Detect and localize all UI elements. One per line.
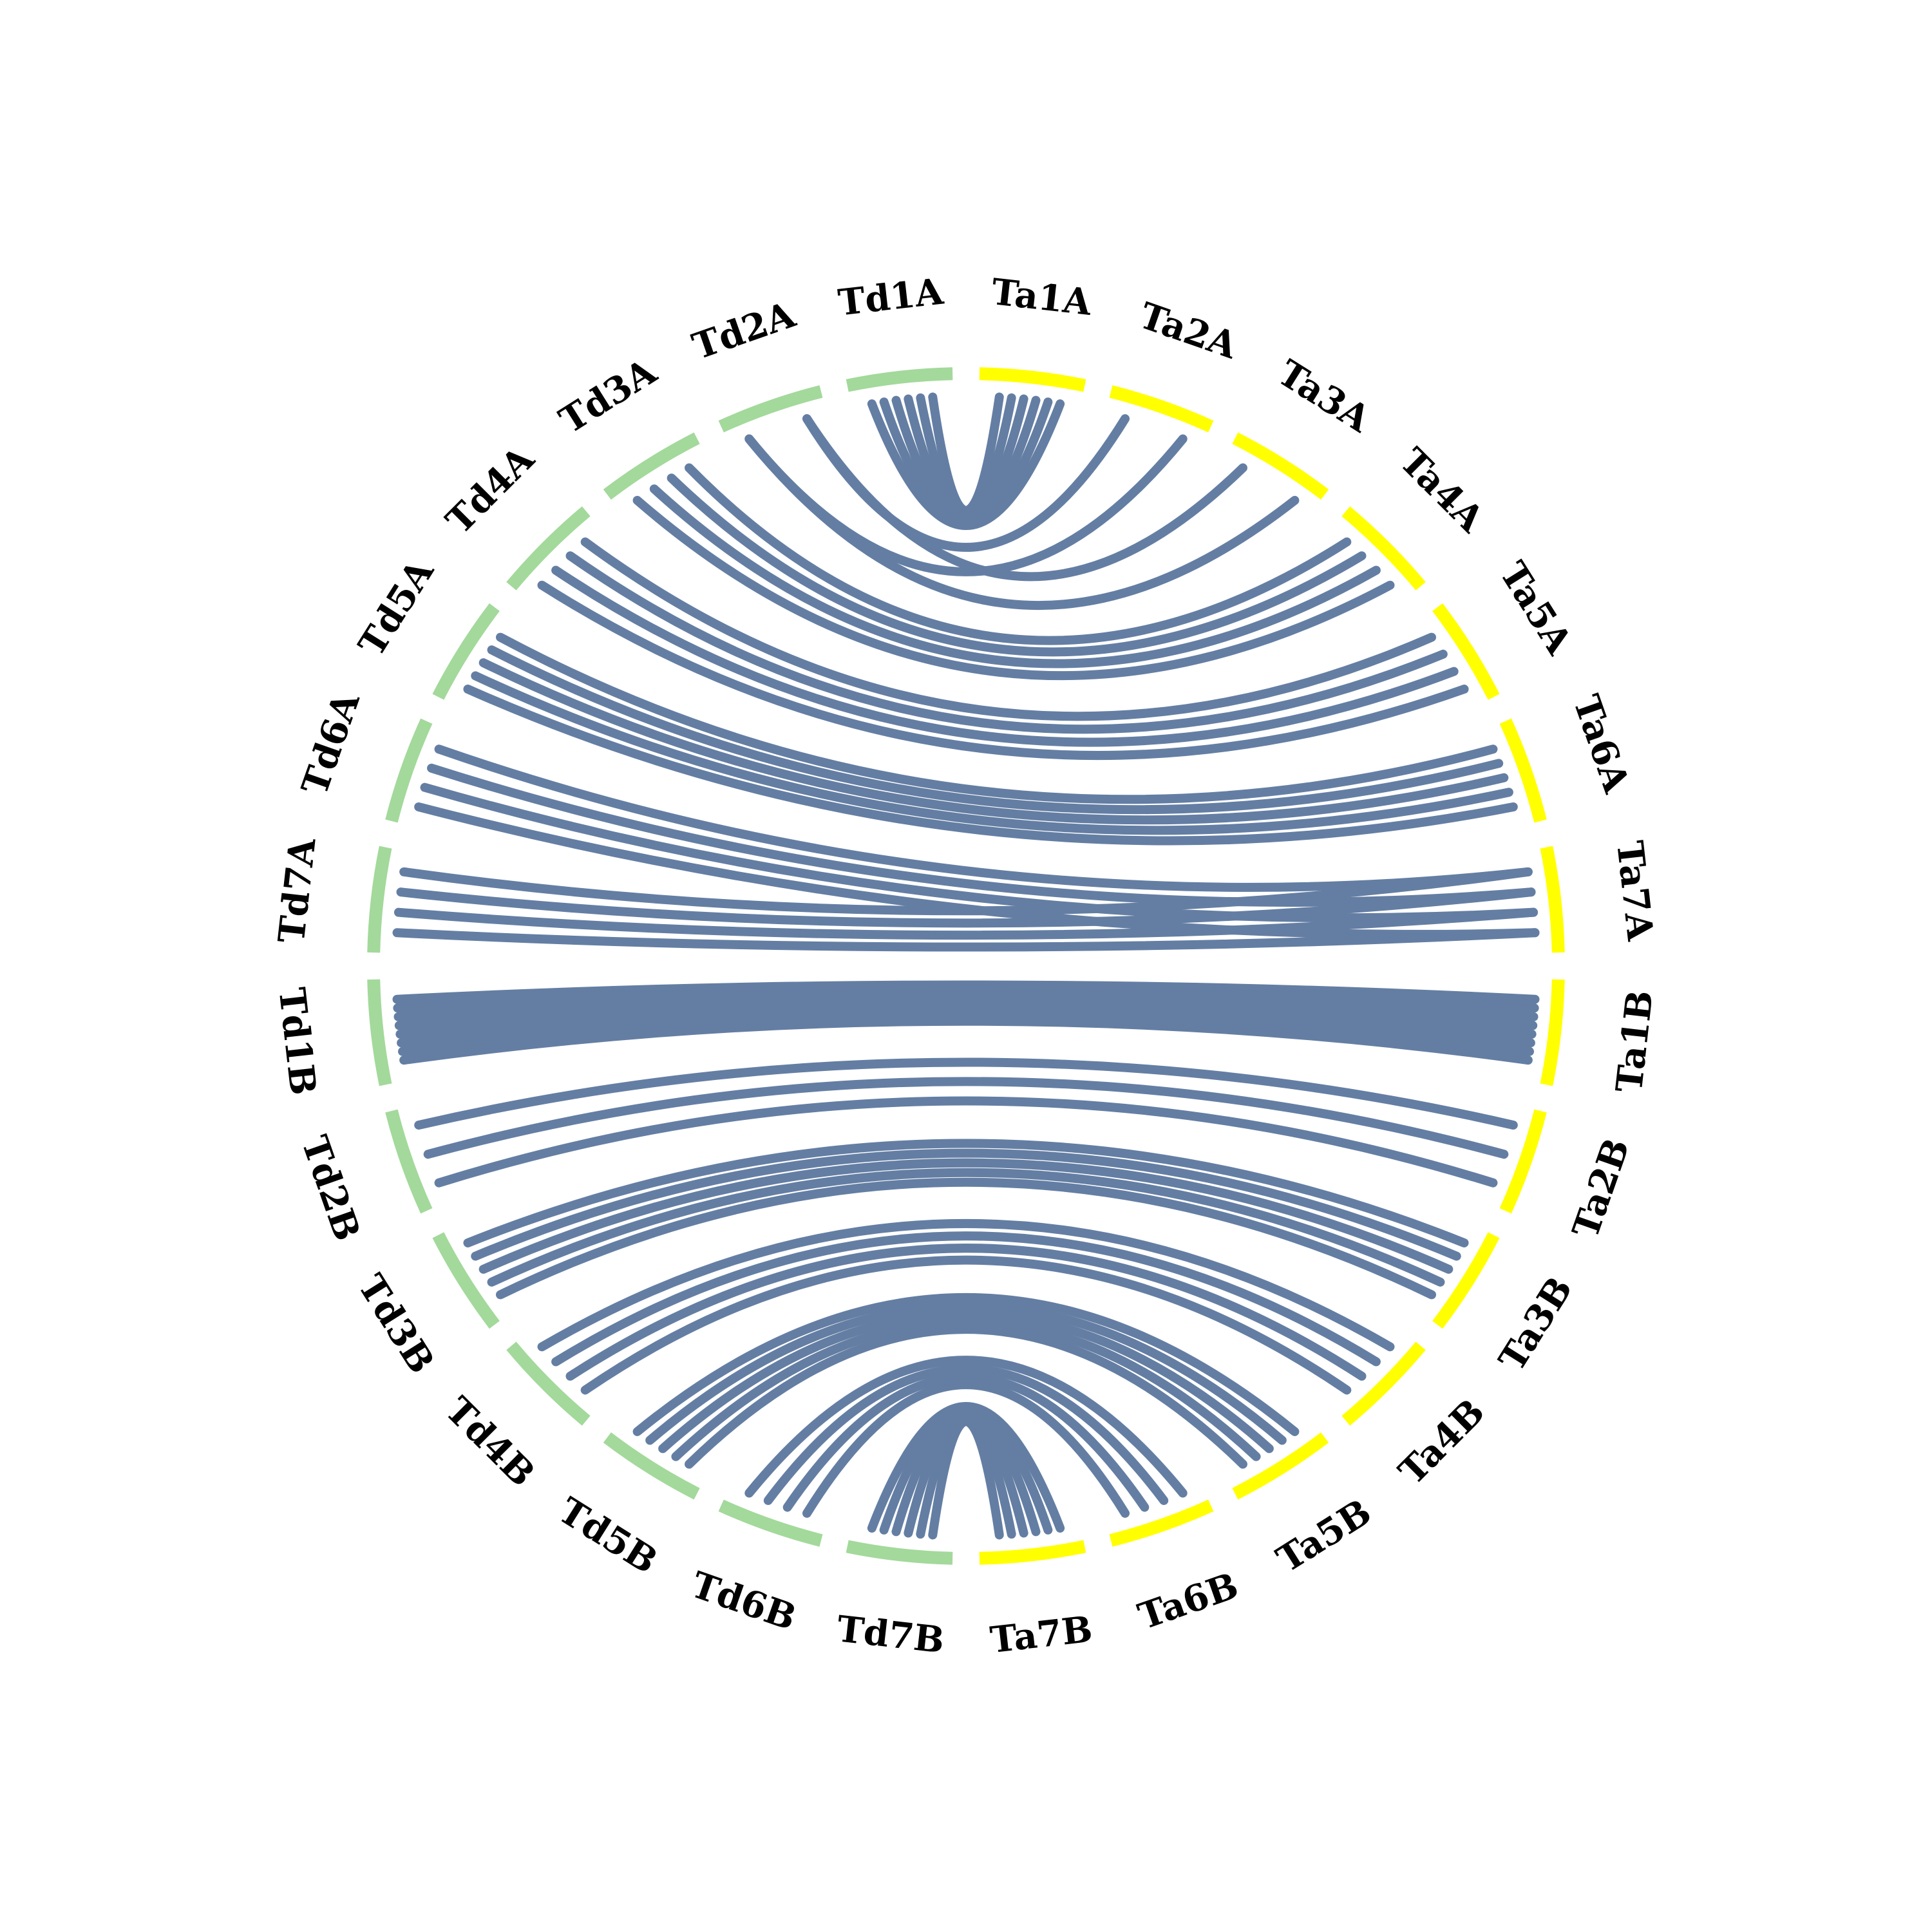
segment-td7a (367, 846, 392, 953)
link-ta2b-td2b (414, 1057, 1518, 1130)
link-ta1b-td1b (393, 990, 1539, 1021)
link-ta7a-td7a (392, 928, 1540, 952)
segment-td2a (718, 385, 823, 433)
link-ta3b-td3b (496, 1177, 1436, 1300)
segment-ta5b (1232, 1432, 1329, 1500)
segment-td2b (385, 1109, 433, 1214)
segment-ta2b (1499, 1109, 1547, 1214)
segment-td1a (846, 367, 953, 392)
segment-ta4b (1341, 1341, 1426, 1426)
link-ta3b-td3b (463, 1139, 1469, 1247)
link-ta2b-td2b (423, 1077, 1509, 1159)
link-ta5b-td5b (632, 1293, 1300, 1436)
link-ta4b-td4b (537, 1219, 1395, 1352)
link-ta1b-td1b (395, 1001, 1537, 1039)
segment-td7b (846, 1540, 953, 1565)
segment-td1b (367, 979, 392, 1086)
segment-ta3b (1432, 1232, 1500, 1329)
link-ta5b-td5b (671, 1317, 1261, 1461)
segments-layer (367, 367, 1565, 1565)
link-ta4a-td3a (649, 484, 1381, 668)
segment-ta2a (1109, 385, 1214, 433)
link-ta4b-td4b (580, 1255, 1352, 1395)
link-ta4b-td4b (565, 1244, 1367, 1381)
link-ta7a-td6a (420, 782, 1539, 923)
link-ta3b-td3b (487, 1168, 1445, 1287)
link-ta7b-td7b (928, 1417, 1004, 1540)
link-ta1b-td1b (399, 1016, 1533, 1065)
segment-ta7a (1540, 846, 1565, 953)
segment-td3a (603, 432, 700, 500)
segment-ta6b (1109, 1499, 1214, 1547)
link-ta6a-td5a (478, 658, 1509, 825)
link-ta1b-td1b (398, 1011, 1534, 1056)
link-ta7a-td7a (399, 867, 1533, 916)
segment-ta4a (1341, 506, 1426, 591)
segment-td6a (385, 718, 433, 823)
link-ta7a-td6a (427, 763, 1536, 907)
segment-td6b (718, 1499, 823, 1547)
link-ta3b-td3b (478, 1158, 1454, 1274)
link-ta1b-td1b (394, 996, 1538, 1030)
link-ta5a-td4a (580, 537, 1436, 721)
link-ta5a-td4a (551, 565, 1459, 747)
segment-ta3a (1232, 432, 1329, 500)
link-ta6b-td6b (802, 1380, 1130, 1518)
link-ta4a-td3a (667, 473, 1367, 657)
link-ta1b-td1b (392, 980, 1540, 1004)
link-ta1b-td1b (397, 1006, 1535, 1048)
segment-td4b (506, 1341, 591, 1426)
link-ta5a-td4a (565, 551, 1448, 734)
link-ta7a-td7a (396, 887, 1536, 928)
link-ta4a-td3a (685, 463, 1352, 645)
segment-td4a (506, 506, 591, 591)
link-ta4b-td4b (551, 1231, 1381, 1367)
link-ta6a-td5a (471, 671, 1513, 835)
link-ta6b-td6b (744, 1356, 1188, 1498)
link-ta2b-td2b (434, 1096, 1498, 1188)
link-ta3a-td2a (802, 414, 1247, 582)
link-ta5b-td5b (685, 1325, 1247, 1469)
segment-ta1b (1540, 979, 1565, 1086)
segment-td5a (432, 603, 500, 700)
link-ta4a-td3a (632, 496, 1395, 681)
link-ta7a-td6a (434, 744, 1533, 892)
link-ta3b-td3b (471, 1148, 1461, 1261)
link-ta6a-td5a (496, 632, 1498, 804)
link-ta6b-td6b (763, 1364, 1169, 1505)
segment-td3b (432, 1232, 500, 1329)
link-ta5a-td4a (537, 580, 1469, 760)
link-ta7a-td7a (393, 907, 1539, 940)
link-ta6a-td5a (487, 645, 1504, 815)
segment-ta6a (1499, 718, 1547, 823)
link-ta5b-td5b (658, 1309, 1274, 1454)
segment-ta5a (1432, 603, 1500, 700)
segment-td5b (603, 1432, 700, 1500)
segment-ta1a (979, 367, 1086, 392)
link-ta6a-td5a (463, 685, 1518, 846)
link-ta1a-td1a (867, 399, 1065, 531)
link-ta6b-td6b (782, 1372, 1150, 1512)
link-ta5b-td5b (645, 1301, 1287, 1445)
link-ta3a-td2a (744, 434, 1300, 610)
segment-ta7b (979, 1540, 1086, 1565)
links-layer (392, 392, 1540, 1540)
link-ta1b-td1b (393, 985, 1539, 1013)
